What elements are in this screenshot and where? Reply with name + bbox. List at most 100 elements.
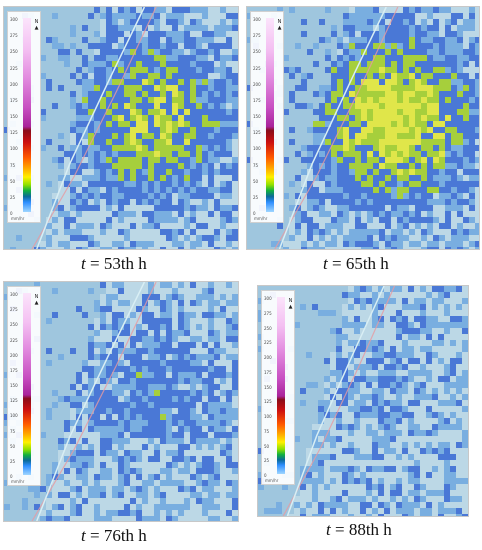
- rainfall-cell: [136, 31, 142, 37]
- rainfall-cell: [124, 318, 130, 324]
- rainfall-cell: [433, 241, 439, 247]
- rainfall-cell: [130, 354, 136, 360]
- rainfall-cell: [154, 474, 160, 480]
- rainfall-cell: [40, 384, 46, 390]
- rainfall-cell: [202, 133, 208, 139]
- rainfall-cell: [82, 438, 88, 444]
- rainfall-cell: [124, 229, 130, 235]
- rainfall-cell: [379, 109, 385, 115]
- rainfall-cell: [415, 169, 421, 175]
- rainfall-cell: [106, 318, 112, 324]
- rainfall-cell: [64, 330, 70, 336]
- rainfall-cell: [106, 229, 112, 235]
- rainfall-cell: [88, 426, 94, 432]
- rainfall-cell: [475, 61, 479, 67]
- rainfall-cell: [124, 205, 130, 211]
- rainfall-cell: [94, 247, 100, 249]
- rainfall-cell: [196, 241, 202, 247]
- rainfall-cell: [136, 25, 142, 31]
- rainfall-cell: [457, 229, 463, 235]
- rainfall-cell: [457, 139, 463, 145]
- rainfall-cell: [415, 103, 421, 109]
- rainfall-cell: [433, 145, 439, 151]
- rainfall-cell: [28, 223, 34, 229]
- rainfall-cell: [403, 25, 409, 31]
- rainfall-cell: [148, 456, 154, 462]
- rainfall-cell: [112, 492, 118, 498]
- rainfall-cell: [427, 61, 433, 67]
- rainfall-cell: [202, 91, 208, 97]
- rainfall-cell: [385, 163, 391, 169]
- rainfall-cell: [457, 223, 463, 229]
- rainfall-cell: [106, 516, 112, 521]
- rainfall-cell: [232, 336, 238, 342]
- rainfall-cell: [214, 91, 220, 97]
- rainfall-cell: [172, 169, 178, 175]
- rainfall-cell: [226, 163, 232, 169]
- rainfall-cell: [379, 223, 385, 229]
- rainfall-cell: [118, 73, 124, 79]
- rainfall-cell: [208, 360, 214, 366]
- rainfall-cell: [451, 223, 457, 229]
- rainfall-cell: [148, 336, 154, 342]
- rainfall-cell: [214, 169, 220, 175]
- rainfall-cell: [160, 516, 166, 521]
- rainfall-cell: [184, 498, 190, 504]
- rainfall-cell: [130, 61, 136, 67]
- rainfall-cell: [118, 300, 124, 306]
- rainfall-cell: [154, 73, 160, 79]
- rainfall-cell: [475, 229, 479, 235]
- rainfall-cell: [202, 354, 208, 360]
- rainfall-cell: [367, 91, 373, 97]
- rainfall-cell: [475, 31, 479, 37]
- rainfall-cell: [124, 55, 130, 61]
- rainfall-cell: [94, 468, 100, 474]
- rainfall-cell: [118, 247, 124, 249]
- rainfall-cell: [46, 175, 52, 181]
- rainfall-cell: [295, 25, 301, 31]
- rainfall-cell: [427, 235, 433, 241]
- rainfall-cell: [160, 205, 166, 211]
- rainfall-cell: [58, 223, 64, 229]
- rainfall-cell: [355, 73, 361, 79]
- rainfall-cell: [379, 181, 385, 187]
- rainfall-cell: [451, 73, 457, 79]
- rainfall-cell: [148, 294, 154, 300]
- rainfall-cell: [469, 247, 475, 249]
- rainfall-cell: [124, 199, 130, 205]
- rainfall-cell: [325, 199, 331, 205]
- rainfall-cell: [202, 187, 208, 193]
- rainfall-cell: [154, 318, 160, 324]
- legend-colorbar: [23, 18, 31, 212]
- rainfall-cell: [130, 247, 136, 249]
- rainfall-cell: [166, 205, 172, 211]
- rainfall-cell: [178, 109, 184, 115]
- rainfall-cell: [475, 67, 479, 73]
- rainfall-cell: [415, 163, 421, 169]
- rainfall-cell: [214, 300, 220, 306]
- rainfall-cell: [265, 235, 271, 241]
- rainfall-cell: [469, 169, 475, 175]
- rainfall-cell: [172, 229, 178, 235]
- rainfall-cell: [46, 211, 52, 217]
- rainfall-cell: [385, 49, 391, 55]
- rainfall-cell: [463, 235, 469, 241]
- rainfall-cell: [427, 43, 433, 49]
- rainfall-cell: [319, 133, 325, 139]
- rainfall-cell: [130, 312, 136, 318]
- rainfall-cell: [154, 342, 160, 348]
- rainfall-cell: [415, 211, 421, 217]
- rainfall-cell: [372, 298, 378, 304]
- rainfall-cell: [202, 25, 208, 31]
- rainfall-cell: [88, 31, 94, 37]
- rainfall-cell: [427, 67, 433, 73]
- rainfall-cell: [136, 480, 142, 486]
- rainfall-cell: [343, 157, 349, 163]
- rainfall-cell: [196, 49, 202, 55]
- rainfall-cell: [208, 504, 214, 510]
- rainfall-cell: [166, 145, 172, 151]
- rainfall-cell: [289, 151, 295, 157]
- rainfall-cell: [112, 181, 118, 187]
- rainfall-cell: [154, 468, 160, 474]
- rainfall-cell: [184, 282, 190, 288]
